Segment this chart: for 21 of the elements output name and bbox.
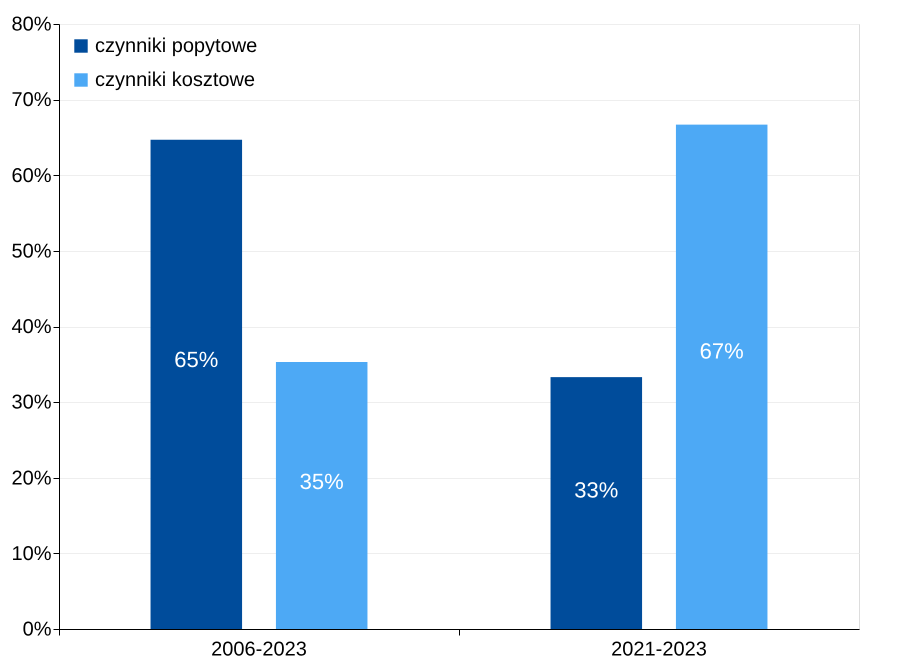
x-tick-label: 2006-2023 [211,638,307,660]
y-tick-label: 20% [11,467,52,490]
y-tick-label: 80% [11,14,52,36]
legend-label: czynniki popytowe [95,35,258,57]
bar [676,124,768,629]
data-label: 35% [300,469,344,494]
y-tick-label: 50% [11,240,52,262]
bar [276,362,368,629]
y-tick-label: 60% [11,164,52,187]
y-tick-label: 70% [11,89,52,112]
y-tick-label: 10% [11,542,52,565]
bar [550,377,642,629]
bar [150,140,242,629]
y-tick-label: 0% [22,618,52,640]
y-tick-label: 30% [11,392,52,414]
data-label: 33% [574,477,618,502]
data-label: 67% [700,338,744,364]
data-label: 65% [174,346,218,372]
y-tick-label: 40% [11,316,52,338]
legend-label: czynniki kosztowe [95,69,256,91]
x-tick-label: 2021-2023 [611,638,707,660]
